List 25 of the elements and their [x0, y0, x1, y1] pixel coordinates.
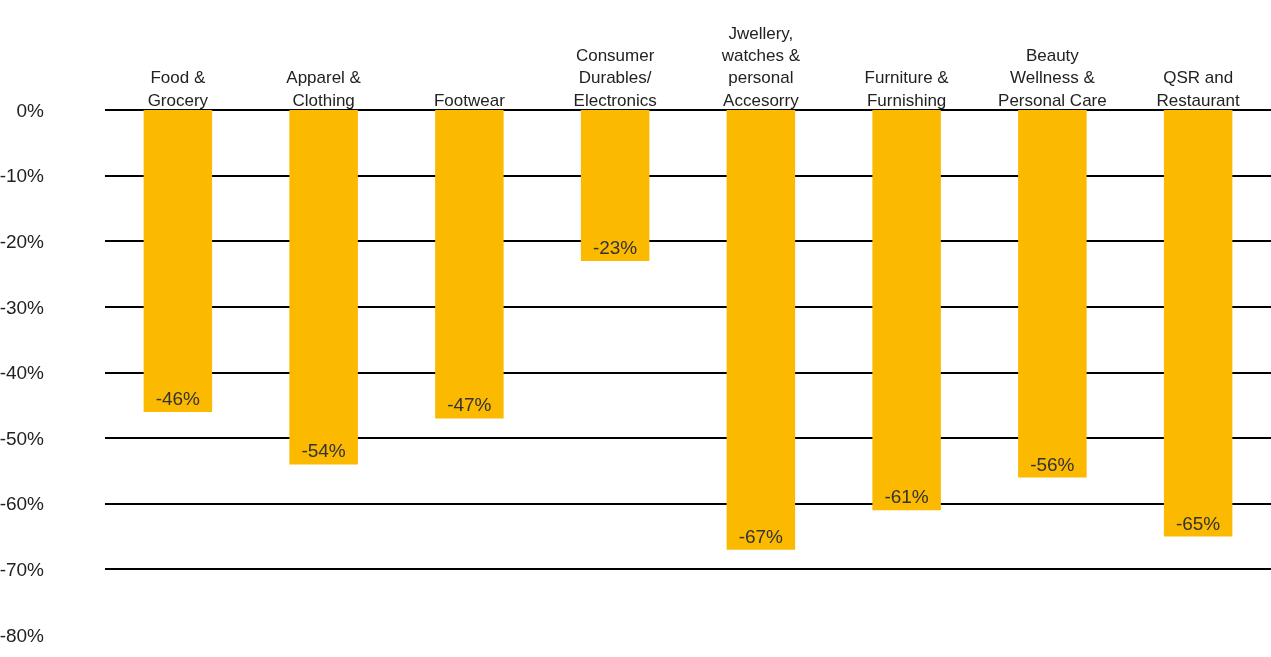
x-tick-label: Consumer Durables/ Electronics	[573, 46, 657, 110]
y-tick-label: -70%	[0, 559, 45, 581]
y-tick-label: -50%	[0, 427, 45, 449]
y-tick-label: -30%	[0, 296, 45, 318]
x-tick-label: Furniture & Furnishing	[864, 68, 950, 110]
y-tick-label: -40%	[0, 362, 45, 384]
data-label: -61%	[884, 486, 929, 508]
data-label: -47%	[447, 394, 492, 416]
x-tick-label: QSR and Restaurant	[1156, 68, 1240, 110]
data-label: -67%	[738, 525, 784, 547]
y-tick-label: -80%	[0, 624, 45, 646]
y-tick-label: -20%	[0, 230, 45, 252]
data-label: -65%	[1175, 512, 1221, 534]
data-label: -23%	[592, 236, 638, 258]
y-tick-label: 0%	[16, 99, 45, 121]
x-tick-label: Beauty Wellness & Personal Care	[998, 46, 1107, 110]
data-label: -46%	[155, 387, 201, 409]
data-label: -54%	[301, 440, 346, 462]
y-tick-label: -10%	[0, 165, 45, 187]
data-label: -56%	[1030, 453, 1075, 475]
x-tick-label: Food & Grocery	[147, 68, 209, 110]
x-tick-label: Apparel & Clothing	[286, 68, 362, 110]
x-tick-label: Footwear	[433, 90, 506, 110]
y-tick-label: -60%	[0, 493, 45, 515]
x-tick-label: Jwellery, watches & personal Accesorry	[720, 24, 801, 110]
